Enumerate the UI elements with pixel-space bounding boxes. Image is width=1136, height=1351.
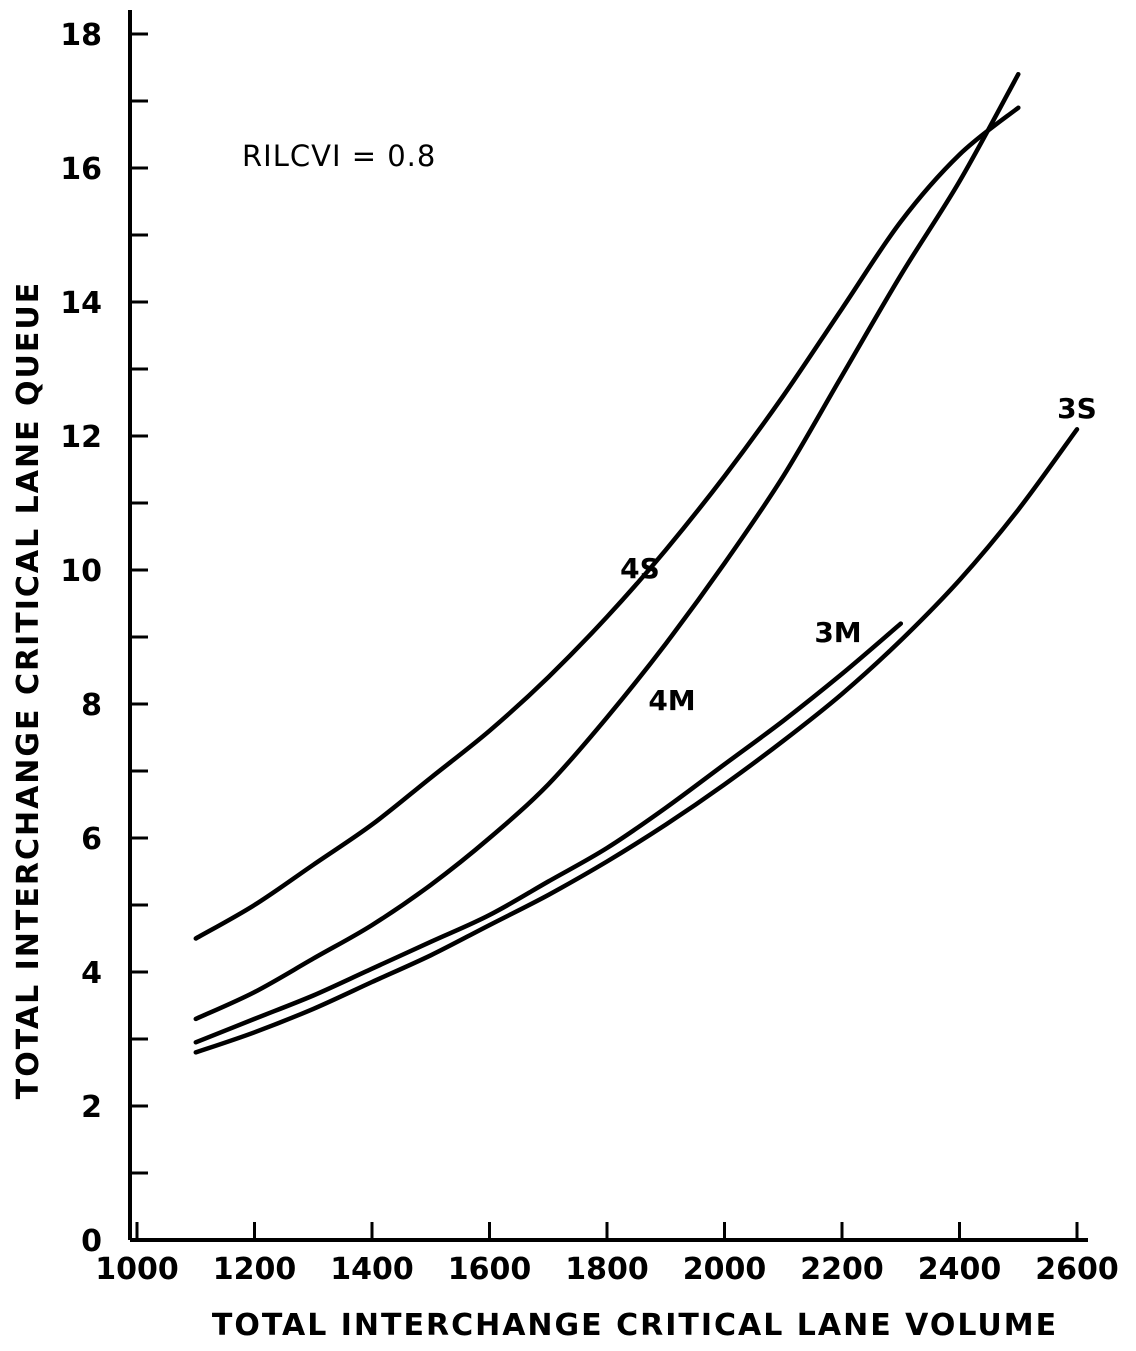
y-tick-label: 0 (81, 1224, 102, 1259)
y-tick-label: 2 (81, 1090, 102, 1125)
y-ticks: 0 2 4 6 8 10 12 14 16 18 (60, 18, 148, 1259)
y-tick-label: 16 (60, 152, 102, 187)
series-line-4m (193, 71, 1021, 1022)
x-tick-label: 2000 (683, 1252, 767, 1287)
y-tick-label: 18 (60, 18, 102, 53)
series-labels: 4S 4M 3M 3S (620, 392, 1097, 717)
x-tick-label: 1400 (330, 1252, 414, 1287)
x-tick-label: 1200 (213, 1252, 297, 1287)
x-tick-label: 2400 (918, 1252, 1002, 1287)
series-label-4s: 4S (620, 552, 660, 585)
series-label-4m: 4M (648, 684, 695, 717)
x-tick-label: 2600 (1035, 1252, 1119, 1287)
y-tick-label: 14 (60, 286, 102, 321)
series-line-3s (193, 427, 1080, 1055)
y-tick-label: 4 (81, 956, 102, 991)
x-axis-title: TOTAL INTERCHANGE CRITICAL LANE VOLUME (212, 1308, 1058, 1343)
x-tick-label: 1000 (95, 1252, 179, 1287)
y-tick-label: 12 (60, 420, 102, 455)
series-lines (193, 71, 1080, 1055)
series-line-4s (193, 105, 1021, 941)
y-tick-label: 10 (60, 554, 102, 589)
x-ticks: 1000 1200 1400 1600 1800 2000 2200 2400 2600 (95, 1222, 1119, 1287)
series-label-3m: 3M (814, 616, 861, 649)
x-tick-label: 2200 (800, 1252, 884, 1287)
y-tick-label: 8 (81, 688, 102, 723)
y-axis-title: TOTAL INTERCHANGE CRITICAL LANE QUEUE (11, 281, 46, 1100)
annotation-text: RILCVI = 0.8 (242, 139, 436, 173)
x-tick-label: 1600 (448, 1252, 532, 1287)
x-tick-label: 1800 (565, 1252, 649, 1287)
series-line-3m (193, 621, 904, 1045)
y-tick-label: 6 (81, 822, 102, 857)
series-label-3s: 3S (1057, 392, 1097, 425)
axes (128, 10, 1088, 1242)
